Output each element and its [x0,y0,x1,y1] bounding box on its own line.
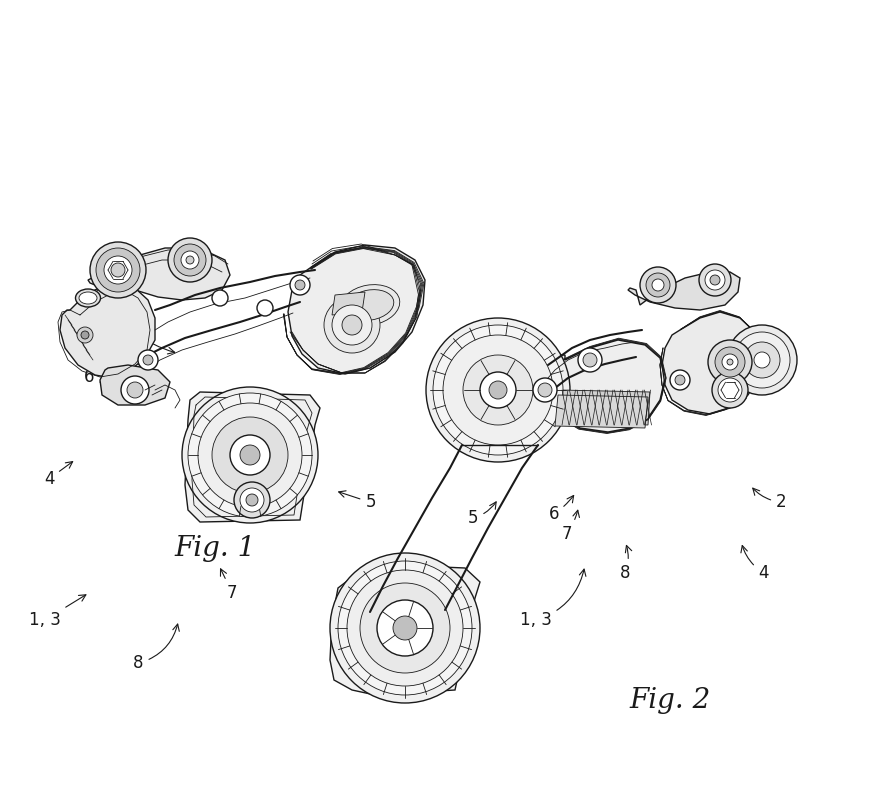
Polygon shape [332,292,365,315]
Circle shape [754,352,770,368]
Text: 1, 3: 1, 3 [520,569,586,629]
Polygon shape [288,245,425,374]
Circle shape [426,318,570,462]
Polygon shape [88,248,230,300]
Circle shape [240,445,260,465]
Circle shape [347,570,463,686]
Circle shape [127,382,143,398]
Circle shape [174,244,206,276]
Circle shape [257,300,273,316]
Polygon shape [628,272,740,310]
Circle shape [708,340,752,384]
Text: Fig. 2: Fig. 2 [630,687,711,714]
Circle shape [181,251,199,269]
Polygon shape [100,365,170,405]
Text: 6: 6 [84,368,135,390]
Circle shape [290,275,310,295]
Text: 8: 8 [133,624,179,672]
Polygon shape [60,282,155,378]
Circle shape [182,387,318,523]
Ellipse shape [340,285,400,325]
Text: 5: 5 [338,491,376,511]
Circle shape [234,482,270,518]
Circle shape [77,327,93,343]
Text: 2: 2 [753,488,787,511]
Polygon shape [185,392,320,522]
Circle shape [168,238,212,282]
Circle shape [360,583,450,673]
Circle shape [188,393,312,517]
Text: 6: 6 [548,495,573,523]
Circle shape [433,325,563,455]
Circle shape [230,435,270,475]
Circle shape [111,263,125,277]
Circle shape [705,270,725,290]
Circle shape [583,353,597,367]
Circle shape [538,383,552,397]
Circle shape [90,242,146,298]
Circle shape [443,335,553,445]
Circle shape [744,342,780,378]
Polygon shape [330,565,480,695]
Text: 9: 9 [725,388,748,405]
Text: 7: 7 [221,569,238,601]
Circle shape [338,561,472,695]
Circle shape [324,297,380,353]
Text: 4: 4 [44,462,72,487]
Circle shape [143,355,153,365]
Circle shape [578,348,602,372]
Circle shape [212,417,288,493]
Circle shape [675,375,685,385]
Circle shape [718,378,742,402]
Circle shape [712,372,748,408]
Circle shape [715,347,745,377]
Polygon shape [555,395,648,428]
Text: 1, 3: 1, 3 [29,595,86,629]
Circle shape [81,331,89,339]
Polygon shape [558,390,650,425]
Polygon shape [545,340,665,432]
Circle shape [699,264,731,296]
Circle shape [393,616,417,640]
Circle shape [480,372,516,408]
Circle shape [640,267,676,303]
Polygon shape [662,312,762,414]
Ellipse shape [79,292,97,304]
Text: 22: 22 [74,345,144,371]
Circle shape [710,275,720,285]
Polygon shape [295,248,420,370]
Circle shape [96,248,140,292]
Circle shape [734,332,790,388]
Circle shape [332,305,372,345]
Text: 7: 7 [562,510,580,542]
Text: Fig. 1: Fig. 1 [174,535,255,561]
Circle shape [186,256,194,264]
Circle shape [198,403,302,507]
Circle shape [342,315,362,335]
Circle shape [138,350,158,370]
Circle shape [670,370,690,390]
Circle shape [727,325,797,395]
Ellipse shape [76,289,101,307]
Circle shape [722,354,738,370]
Circle shape [489,381,507,399]
Circle shape [295,280,305,290]
Circle shape [463,355,533,425]
Text: 8: 8 [620,546,631,582]
Circle shape [646,273,670,297]
Text: 5: 5 [468,502,497,527]
Ellipse shape [346,290,394,320]
Text: 2: 2 [138,329,175,354]
Text: 4: 4 [741,546,769,582]
Circle shape [727,359,733,365]
Circle shape [246,494,258,506]
Circle shape [377,600,433,656]
Circle shape [533,378,557,402]
Circle shape [121,376,149,404]
Circle shape [652,279,664,291]
Circle shape [330,553,480,703]
Circle shape [212,290,228,306]
Circle shape [240,488,264,512]
Circle shape [104,256,132,284]
